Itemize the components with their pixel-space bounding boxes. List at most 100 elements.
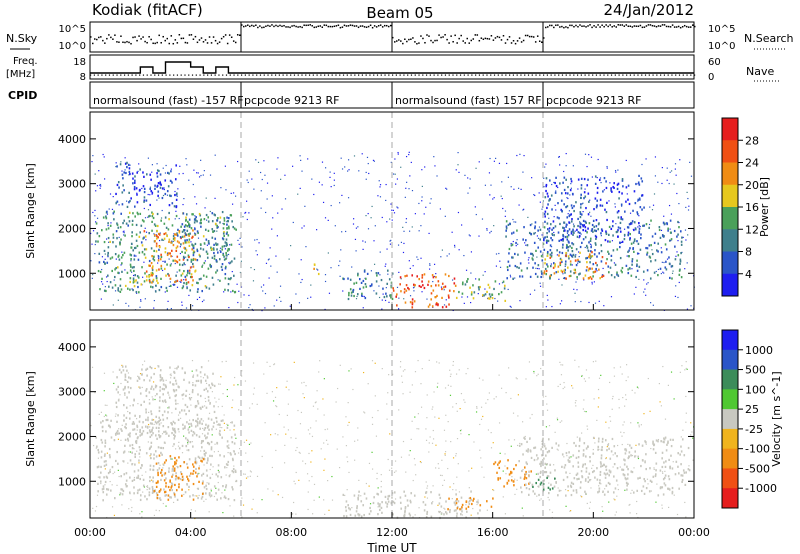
range-gate-cell [173, 463, 176, 466]
scatter-point [613, 375, 616, 377]
scatter-point [272, 217, 274, 219]
scatter-point [433, 275, 436, 278]
scatter-point [538, 226, 541, 228]
nsky-point [530, 35, 533, 38]
range-gate-cell [140, 224, 143, 227]
range-gate-cell [226, 231, 228, 234]
scatter-point [124, 269, 126, 271]
range-gate-cell [357, 496, 359, 500]
range-gate-cell [524, 473, 526, 476]
scatter-point [432, 406, 434, 408]
range-gate-cell [410, 492, 413, 495]
scatter-point [597, 406, 599, 408]
nsky-point [104, 42, 106, 44]
range-gate-cell [544, 258, 547, 261]
range-gate-cell [212, 425, 215, 428]
range-gate-cell [546, 235, 548, 238]
range-gate-cell [520, 486, 522, 489]
scatter-point [171, 458, 173, 460]
range-gate-cell [186, 239, 188, 242]
range-gate-cell [191, 275, 193, 279]
range-gate-cell [194, 228, 196, 231]
range-gate-cell [581, 241, 583, 244]
range-gate-cell [347, 277, 349, 280]
range-gate-cell [393, 491, 396, 494]
range-gate-cell [668, 262, 671, 265]
range-gate-cell [591, 251, 593, 254]
range-gate-cell [211, 236, 214, 239]
scatter-point [288, 258, 290, 260]
range-gate-cell [375, 272, 378, 275]
range-gate-cell [679, 230, 682, 233]
scatter-point [217, 279, 219, 281]
range-gate-cell [576, 478, 578, 481]
scatter-point [592, 448, 594, 451]
scatter-point [256, 475, 259, 477]
scatter-point [348, 471, 350, 474]
nsky-point [202, 41, 205, 43]
scatter-point [581, 203, 583, 205]
range-gate-cell [547, 228, 549, 231]
range-gate-cell [234, 290, 237, 294]
scatter-point [639, 225, 641, 228]
range-gate-cell [679, 453, 681, 456]
range-gate-cell [590, 246, 592, 249]
scatter-point [437, 463, 439, 465]
scatter-point [660, 229, 663, 231]
scatter-point [120, 161, 122, 163]
range-gate-cell [582, 228, 584, 232]
range-gate-cell [95, 240, 97, 243]
scatter-point [303, 225, 305, 227]
range-gate-cell [555, 184, 558, 188]
scatter-point [418, 507, 420, 509]
range-gate-cell [136, 201, 139, 204]
scatter-point [371, 360, 374, 362]
scatter-point [229, 505, 231, 507]
range-gate-cell [97, 451, 100, 454]
range-gate-cell [626, 465, 628, 468]
range-gate-cell [599, 479, 601, 482]
range-gate-cell [190, 260, 193, 263]
range-gate-cell [356, 507, 358, 510]
range-gate-cell [148, 278, 151, 281]
range-gate-cell [583, 197, 585, 200]
range-gate-cell [584, 226, 587, 229]
range-gate-cell [427, 305, 430, 308]
range-gate-cell [144, 425, 147, 428]
range-gate-cell [623, 233, 626, 237]
range-gate-cell [658, 228, 661, 232]
scatter-point [389, 433, 391, 435]
range-gate-cell [580, 184, 583, 187]
scatter-point [131, 506, 133, 509]
nsky-point [452, 40, 454, 43]
scatter-point [583, 378, 585, 380]
nsky-point [534, 41, 537, 43]
range-gate-cell [122, 177, 124, 180]
range-gate-cell [181, 235, 184, 238]
range-gate-cell [155, 481, 158, 485]
range-gate-cell [625, 186, 628, 189]
nave-point [399, 74, 401, 76]
scatter-point [204, 405, 206, 407]
range-gate-cell [158, 416, 161, 419]
scatter-point [313, 499, 315, 501]
range-gate-cell [107, 246, 110, 249]
range-gate-cell [170, 496, 172, 499]
range-gate-cell [530, 252, 532, 255]
range-gate-cell [614, 263, 617, 266]
scatter-point [480, 406, 483, 408]
range-gate-cell [173, 427, 176, 431]
range-gate-cell [116, 183, 119, 187]
range-gate-cell [217, 251, 219, 254]
range-gate-cell [234, 452, 236, 456]
nave-point [108, 74, 111, 76]
scatter-point [110, 222, 112, 224]
scatter-point [90, 424, 92, 427]
colorbar-tick-label: 8 [745, 246, 752, 259]
scatter-point [627, 443, 629, 446]
range-gate-cell [508, 252, 510, 255]
range-gate-cell [131, 172, 134, 175]
scatter-point [314, 402, 316, 404]
scatter-point [542, 396, 545, 398]
scatter-point [647, 377, 649, 380]
